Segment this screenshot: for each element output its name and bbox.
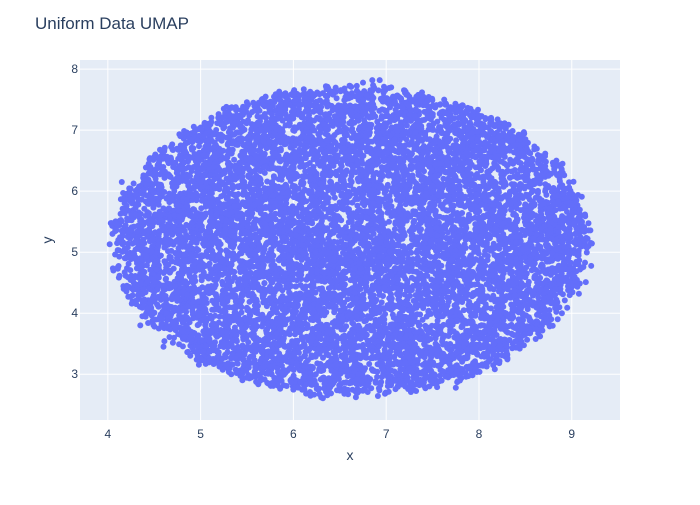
data-point xyxy=(196,362,202,368)
data-point xyxy=(199,277,205,283)
data-point xyxy=(376,387,382,393)
data-point xyxy=(422,385,428,391)
data-point xyxy=(259,349,265,355)
data-point xyxy=(292,124,298,130)
chart-title: Uniform Data UMAP xyxy=(35,14,189,33)
data-point xyxy=(196,143,202,149)
data-point xyxy=(560,291,566,297)
data-point xyxy=(167,270,173,276)
data-point xyxy=(437,101,443,107)
data-point xyxy=(231,157,237,163)
data-point xyxy=(555,316,561,322)
data-point xyxy=(461,307,467,313)
data-point xyxy=(198,205,204,211)
data-point xyxy=(379,299,385,305)
data-point xyxy=(543,192,549,198)
data-point xyxy=(369,354,375,360)
data-point xyxy=(161,338,167,344)
data-point xyxy=(335,336,341,342)
data-point xyxy=(375,393,381,399)
data-point xyxy=(238,304,244,310)
data-point xyxy=(535,188,541,194)
data-point xyxy=(529,189,535,195)
data-point xyxy=(126,261,132,267)
data-point xyxy=(542,181,548,187)
data-point xyxy=(120,190,126,196)
data-point xyxy=(564,305,570,311)
data-point xyxy=(381,84,387,90)
